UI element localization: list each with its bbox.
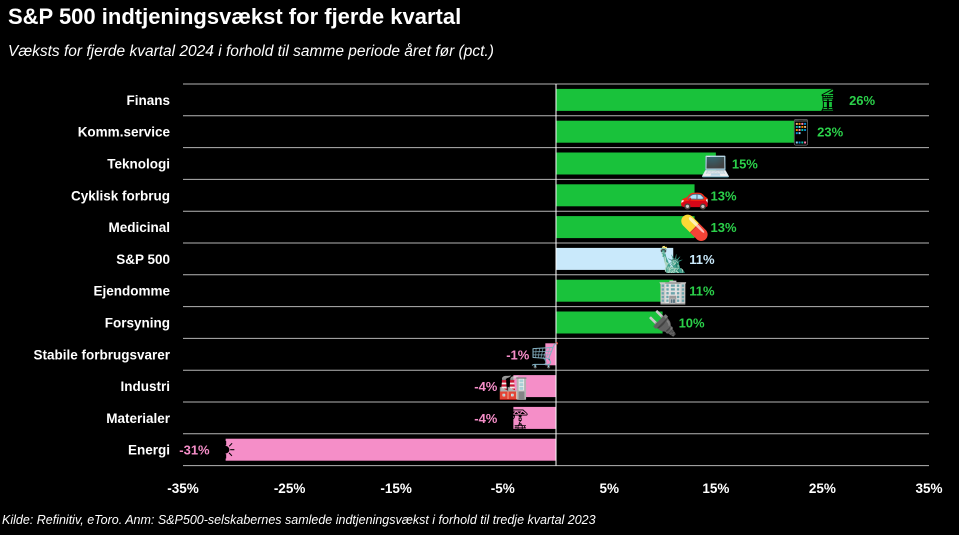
data-label: 15% (732, 157, 758, 172)
category-label: S&P 500 (116, 252, 170, 267)
bar-0 (556, 88, 834, 111)
bar-5 (556, 247, 674, 270)
bar-4 (556, 216, 695, 239)
chart-title: S&P 500 indtjeningsvækst for fjerde kvar… (8, 4, 462, 29)
data-label: -4% (474, 411, 498, 426)
plug-icon: 🔌 (648, 310, 678, 338)
data-label: 13% (711, 188, 737, 203)
bar-6 (556, 279, 674, 302)
category-label: Teknologi (107, 157, 170, 172)
x-tick-label: -5% (491, 481, 515, 496)
category-label: Forsyning (105, 316, 170, 331)
data-label: 23% (817, 125, 843, 140)
data-label: 10% (679, 316, 705, 331)
data-label: -31% (179, 443, 210, 458)
laptop-icon: 💻 (701, 151, 731, 179)
category-labels: Finans Komm.service Teknologi Cyklisk forbr… (33, 93, 170, 458)
category-label: Ejendomme (93, 284, 170, 299)
bar-2 (556, 152, 716, 175)
value-labels: 26% 23% 15% 13% 13% 11% 11% 10% -1% -4% -4% -31% (179, 93, 875, 458)
category-label: Materialer (106, 411, 171, 426)
data-label: -1% (506, 347, 530, 362)
source-note: Kilde: Refinitiv, eToro. Anm: S&P500-sel… (2, 513, 596, 527)
category-label: Finans (126, 93, 170, 108)
category-label: Medicinal (108, 220, 170, 235)
category-label: Komm.service (78, 125, 171, 140)
data-label: 13% (711, 220, 737, 235)
x-tick-label: 15% (702, 481, 729, 496)
bars (225, 88, 834, 461)
category-label: Industri (121, 379, 171, 394)
data-label: 11% (689, 284, 715, 299)
x-axis-ticks: -35% -25% -15% -5% 5% 15% 25% 35% (167, 481, 942, 496)
category-label: Energi (128, 443, 170, 458)
shopping-cart-icon: 🛒 (530, 341, 560, 369)
pill-icon: 💊 (680, 213, 710, 242)
x-tick-label: 5% (600, 481, 620, 496)
bar-1 (556, 120, 802, 143)
bar-8 (545, 343, 556, 366)
data-label: 26% (849, 93, 875, 108)
bar-icons: 🏛📱 💻 🚗 💊 🗽 🏢 🔌 🛒🏭 🏗 ☀ (215, 87, 848, 465)
category-label: Cyklisk forbrug (71, 188, 170, 203)
construction-crane-icon: 🏗 (498, 405, 528, 433)
x-tick-label: 35% (915, 481, 942, 496)
bar-9 (513, 375, 556, 398)
x-tick-label: -15% (380, 481, 412, 496)
chart-subtitle: Væksts for fjerde kvartal 2024 i forhold… (8, 43, 494, 60)
factory-icon: 🏭 (498, 373, 528, 401)
bar-7 (556, 311, 663, 334)
data-label: 11% (689, 252, 715, 267)
car-icon: 🚗 (680, 182, 710, 210)
data-label: -4% (474, 379, 498, 394)
category-label: Stabile forbrugsvarer (33, 347, 170, 362)
sun-icon: ☀ (215, 437, 237, 465)
bar-3 (556, 184, 695, 207)
x-tick-label: -25% (274, 481, 306, 496)
bank-icon: 🏛 (818, 87, 848, 115)
x-tick-label: -35% (167, 481, 199, 496)
statue-of-liberty-icon: 🗽 (658, 245, 688, 274)
phone-icon: 📱 (786, 119, 816, 147)
bar-11 (225, 438, 556, 461)
x-tick-label: 25% (809, 481, 836, 496)
office-building-icon: 🏢 (658, 278, 688, 306)
bar-10 (513, 406, 556, 429)
